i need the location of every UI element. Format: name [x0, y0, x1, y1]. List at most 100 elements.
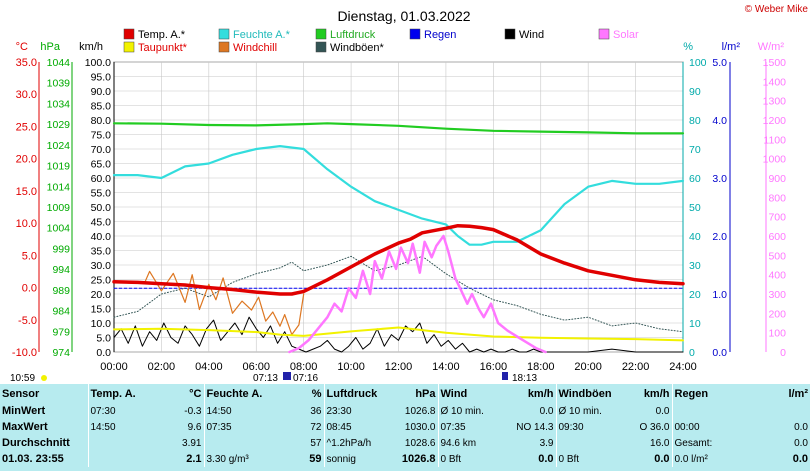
cell: 1030.0 — [404, 421, 436, 433]
x-tick-label: 16:00 — [480, 361, 508, 373]
tick-label: 10.0 — [16, 218, 37, 230]
header-humidity-unit: % — [311, 387, 322, 400]
legend-swatch — [123, 41, 135, 53]
legend-label: Feuchte A.* — [233, 29, 291, 41]
x-tick-label: 02:00 — [148, 361, 176, 373]
cell: ^1.2hPa/h — [323, 435, 386, 451]
row-label: MinWert — [2, 405, 46, 417]
tick-label: 1039 — [47, 78, 71, 90]
tick-label: 989 — [52, 285, 70, 297]
corner-time: 10:59 — [10, 373, 35, 384]
cell: 1028.6 — [404, 437, 436, 449]
x-tick-label: 00:00 — [100, 361, 128, 373]
tick-label: 30.0 — [91, 260, 112, 272]
cell: Gesamt: — [671, 435, 736, 451]
tick-label: 30.0 — [16, 89, 37, 101]
x-tick-label: 24:00 — [669, 361, 697, 373]
tick-label: 984 — [52, 306, 70, 318]
tick-label: 979 — [52, 326, 70, 338]
row-label: Durchschnitt — [2, 437, 70, 449]
cell: 0.0 — [792, 453, 808, 465]
legend-label: Luftdruck — [330, 29, 376, 41]
x-tick-label: 06:00 — [242, 361, 270, 373]
tick-label: 50 — [689, 202, 701, 214]
tick-label: 10 — [689, 318, 701, 330]
tick-label: 70.0 — [91, 144, 112, 156]
cell: 57 — [310, 437, 322, 449]
tick-label: 3.0 — [712, 173, 727, 185]
tick-label: 4.0 — [712, 115, 727, 127]
header-wind: Wind — [437, 384, 496, 403]
legend-swatch — [504, 28, 516, 40]
tick-label: 60.0 — [91, 173, 112, 185]
tick-label: 1044 — [47, 57, 71, 69]
cell: 0.0 — [794, 437, 808, 449]
series-line-temp-a — [112, 223, 685, 296]
tick-label: 1009 — [47, 202, 71, 214]
tick-label: 20.0 — [16, 154, 37, 166]
tick-label: 90 — [689, 86, 701, 98]
stats-table: Sensor Temp. A. °C Feuchte A. % Luftdruc… — [0, 384, 810, 471]
cell: 0.0 — [794, 421, 808, 433]
tick-label: 25.0 — [16, 121, 37, 133]
cell: 0.0 l/m² — [671, 451, 736, 467]
tick-label: 60 — [689, 173, 701, 185]
tick-label: 0.0 — [712, 347, 727, 359]
credit-text: © Weber Mike — [745, 4, 809, 15]
header-rain-unit: l/m² — [788, 387, 808, 400]
header-pressure: Luftdruck — [323, 384, 386, 403]
legend-label: Wind — [519, 29, 544, 41]
legend-label: Temp. A.* — [138, 29, 186, 41]
cell: 3.30 g/m³ — [203, 451, 262, 467]
x-tick-label: 20:00 — [574, 361, 602, 373]
cell: 9.6 — [187, 421, 202, 433]
tick-label: 1024 — [47, 140, 71, 152]
table-header-row: Sensor Temp. A. °C Feuchte A. % Luftdruc… — [0, 384, 810, 403]
header-gusts: Windböen — [555, 384, 616, 403]
tick-label: 85.0 — [91, 101, 112, 113]
sun-annotations: 07:13 07:16 18:13 10:59 — [10, 372, 537, 384]
tick-label: 0.0 — [96, 347, 111, 359]
series-layer — [112, 122, 685, 354]
cell: 07:35 — [437, 419, 496, 435]
unit-wm2: W/m² — [758, 41, 785, 53]
cell — [736, 403, 810, 419]
tick-label: 1019 — [47, 161, 71, 173]
tick-label: 70 — [689, 144, 701, 156]
tick-label: 80.0 — [91, 115, 112, 127]
sunrise-icon — [283, 372, 291, 380]
cell: 0.0 — [655, 405, 670, 417]
sun-icon — [41, 375, 47, 381]
cell: 0.0 — [538, 453, 554, 465]
x-tick-label: 10:00 — [337, 361, 365, 373]
tick-label: 55.0 — [91, 188, 112, 200]
legend-label: Taupunkt* — [138, 42, 188, 54]
cell: 14:50 — [203, 403, 262, 419]
legend-label: Windchill — [233, 42, 277, 54]
cell: 07:35 — [203, 419, 262, 435]
cell: 1026.8 — [401, 453, 436, 465]
cell: 23:30 — [323, 403, 386, 419]
tick-label: 1400 — [763, 76, 787, 88]
header-humidity: Feuchte A. — [203, 384, 262, 403]
legend-swatch — [598, 28, 610, 40]
cell: -0.3 — [184, 405, 202, 417]
table-row: Durchschnitt 3.91 57 ^1.2hPa/h 1028.6 94… — [0, 435, 810, 451]
tick-label: 2.0 — [712, 231, 727, 243]
unit-c: °C — [16, 41, 28, 53]
cell: O 36.0 — [639, 421, 670, 433]
cell — [203, 435, 262, 451]
tick-label: 20 — [689, 289, 701, 301]
series-line-wind — [113, 316, 684, 353]
cell: 72 — [310, 421, 322, 433]
tick-label: 200 — [768, 308, 786, 320]
row-label: MaxWert — [2, 421, 48, 433]
tick-label: -10.0 — [12, 347, 37, 359]
cell: 0.0 — [539, 405, 554, 417]
tick-label: 1300 — [763, 96, 787, 108]
cell: 07:30 — [87, 403, 146, 419]
header-wind-unit: km/h — [527, 387, 554, 400]
header-sensor: Sensor — [2, 387, 40, 400]
cell — [555, 435, 616, 451]
legend-label: Windböen* — [330, 42, 385, 54]
